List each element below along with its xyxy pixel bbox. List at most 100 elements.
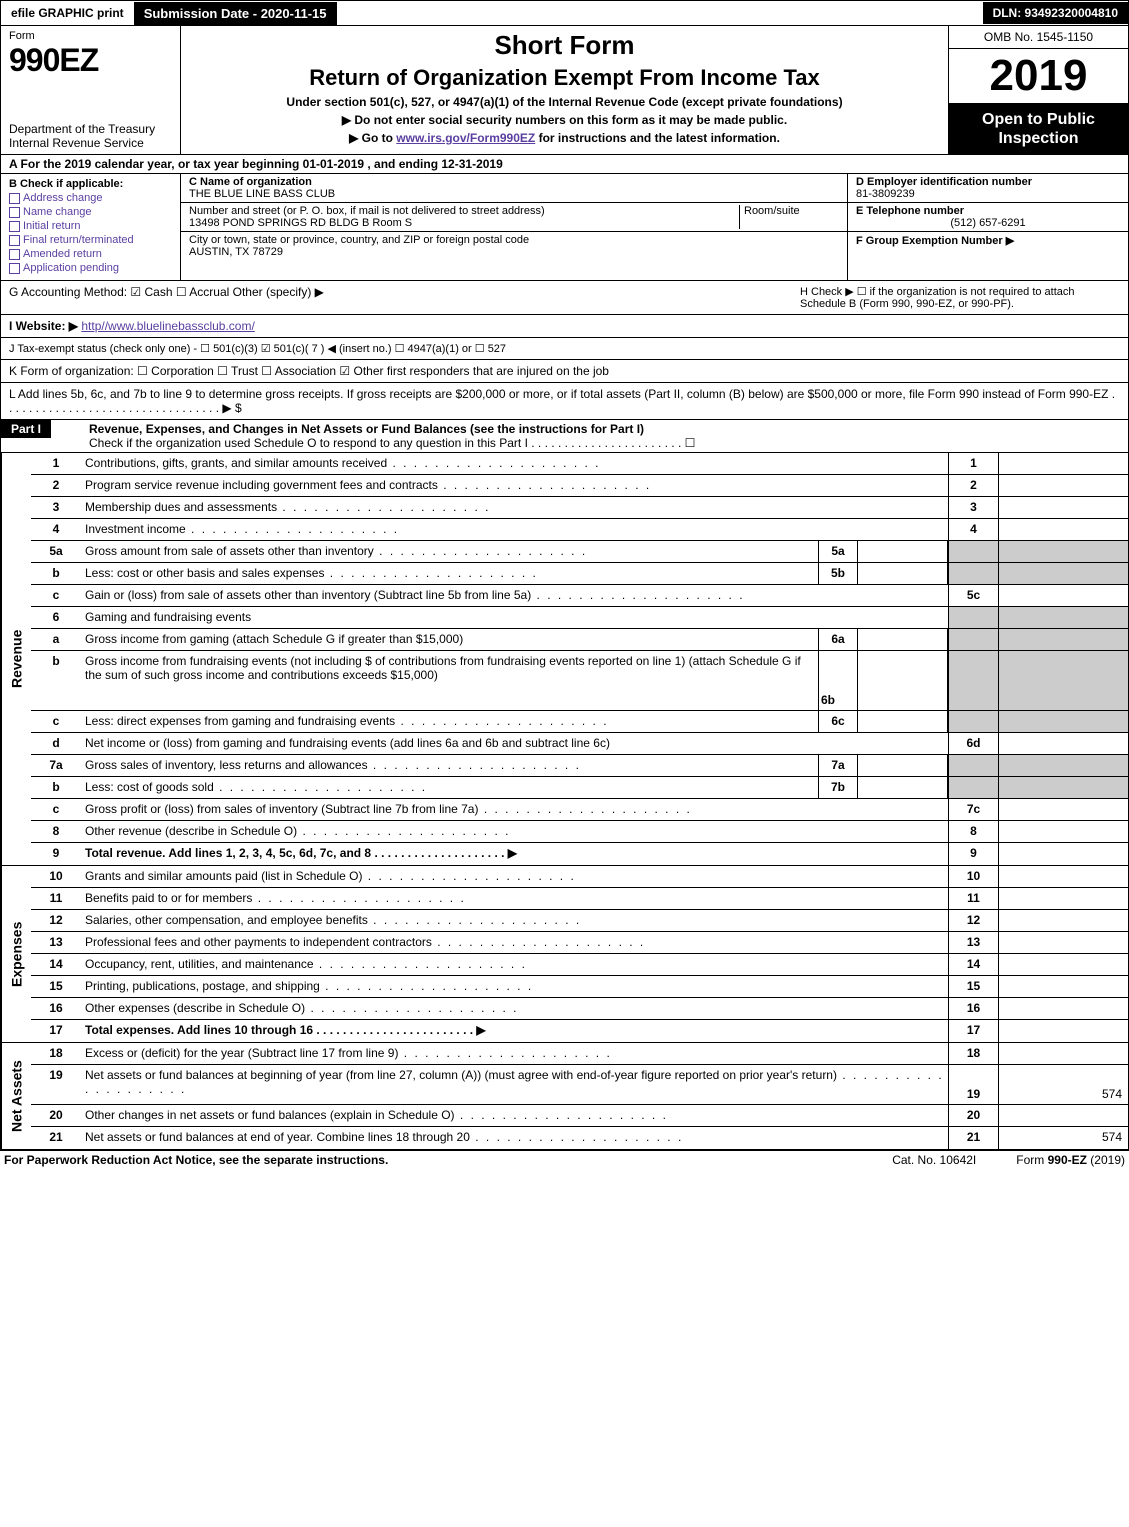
note-ssn: ▶ Do not enter social security numbers o…	[189, 113, 940, 127]
tax-period: A For the 2019 calendar year, or tax yea…	[0, 155, 1129, 174]
line-3: 3Membership dues and assessments3	[31, 497, 1128, 519]
form-number: 990EZ	[9, 42, 172, 79]
part1-header: Part I Revenue, Expenses, and Changes in…	[0, 420, 1129, 453]
line-7c: cGross profit or (loss) from sales of in…	[31, 799, 1128, 821]
expenses-group: Expenses 10Grants and similar amounts pa…	[1, 866, 1128, 1043]
page-footer: For Paperwork Reduction Act Notice, see …	[0, 1151, 1129, 1169]
section-c: C Name of organization THE BLUE LINE BAS…	[181, 174, 848, 280]
section-b: B Check if applicable: Address change Na…	[1, 174, 181, 280]
group-exemption-label: F Group Exemption Number ▶	[856, 235, 1014, 247]
tax-exempt-status: J Tax-exempt status (check only one) - ☐…	[0, 338, 1129, 360]
form-label: Form	[9, 30, 172, 42]
cb-name-change[interactable]: Name change	[9, 206, 172, 218]
org-address: 13498 POND SPRINGS RD BLDG B Room S	[189, 217, 412, 229]
website-label: I Website: ▶	[9, 319, 78, 333]
line-5c: cGain or (loss) from sale of assets othe…	[31, 585, 1128, 607]
header-center: Short Form Return of Organization Exempt…	[181, 26, 948, 154]
website-link[interactable]: http//www.bluelinebassclub.com/	[81, 319, 254, 333]
line-10: 10Grants and similar amounts paid (list …	[31, 866, 1128, 888]
line-7b: bLess: cost of goods sold7b	[31, 777, 1128, 799]
open-inspection: Open to Public Inspection	[949, 104, 1128, 154]
cb-amended-return[interactable]: Amended return	[9, 248, 172, 260]
schedule-b-check: H Check ▶ ☐ if the organization is not r…	[800, 285, 1120, 310]
section-d: D Employer identification number 81-3809…	[848, 174, 1128, 280]
omb-number: OMB No. 1545-1150	[949, 26, 1128, 49]
row-website: I Website: ▶ http//www.bluelinebassclub.…	[0, 315, 1129, 338]
line-4: 4Investment income4	[31, 519, 1128, 541]
line-18: 18Excess or (deficit) for the year (Subt…	[31, 1043, 1128, 1065]
subtitle: Under section 501(c), 527, or 4947(a)(1)…	[189, 95, 940, 109]
part1-title: Revenue, Expenses, and Changes in Net As…	[89, 422, 644, 436]
org-name: THE BLUE LINE BASS CLUB	[189, 188, 335, 200]
ein-value: 81-3809239	[856, 188, 915, 200]
line-20: 20Other changes in net assets or fund ba…	[31, 1105, 1128, 1127]
dln: DLN: 93492320004810	[983, 2, 1128, 24]
header-left: Form 990EZ Department of the Treasury In…	[1, 26, 181, 154]
dept-treasury: Department of the Treasury	[9, 122, 172, 136]
org-city: AUSTIN, TX 78729	[189, 246, 283, 258]
cb-application-pending[interactable]: Application pending	[9, 262, 172, 274]
part1-tag: Part I	[1, 420, 51, 438]
irs-label: Internal Revenue Service	[9, 136, 172, 150]
line-5a: 5aGross amount from sale of assets other…	[31, 541, 1128, 563]
gross-receipts-note: L Add lines 5b, 6c, and 7b to line 9 to …	[0, 383, 1129, 420]
part1-check: Check if the organization used Schedule …	[89, 436, 695, 450]
part1-table: Revenue 1Contributions, gifts, grants, a…	[0, 453, 1129, 1151]
info-block: B Check if applicable: Address change Na…	[0, 174, 1129, 281]
room-suite-label: Room/suite	[739, 205, 839, 229]
line-1: 1Contributions, gifts, grants, and simil…	[31, 453, 1128, 475]
net-assets-side-label: Net Assets	[1, 1043, 31, 1149]
note-link: ▶ Go to www.irs.gov/Form990EZ for instru…	[189, 131, 940, 145]
line-6b: bGross income from fundraising events (n…	[31, 651, 1128, 711]
form-of-organization: K Form of organization: ☐ Corporation ☐ …	[0, 360, 1129, 383]
header-right: OMB No. 1545-1150 2019 Open to Public In…	[948, 26, 1128, 154]
line-6a: aGross income from gaming (attach Schedu…	[31, 629, 1128, 651]
line-6: 6Gaming and fundraising events	[31, 607, 1128, 629]
line-2: 2Program service revenue including gover…	[31, 475, 1128, 497]
line-15: 15Printing, publications, postage, and s…	[31, 976, 1128, 998]
line-14: 14Occupancy, rent, utilities, and mainte…	[31, 954, 1128, 976]
line-8: 8Other revenue (describe in Schedule O)8	[31, 821, 1128, 843]
revenue-group: Revenue 1Contributions, gifts, grants, a…	[1, 453, 1128, 866]
line-6d: dNet income or (loss) from gaming and fu…	[31, 733, 1128, 755]
top-bar: efile GRAPHIC print Submission Date - 20…	[0, 0, 1129, 26]
net-assets-group: Net Assets 18Excess or (deficit) for the…	[1, 1043, 1128, 1151]
form-ref: Form 990-EZ (2019)	[1016, 1153, 1125, 1167]
irs-link[interactable]: www.irs.gov/Form990EZ	[396, 131, 535, 145]
cb-address-change[interactable]: Address change	[9, 192, 172, 204]
line-19: 19Net assets or fund balances at beginni…	[31, 1065, 1128, 1105]
tax-year: 2019	[949, 49, 1128, 104]
revenue-side-label: Revenue	[1, 453, 31, 865]
row-gh: G Accounting Method: ☑ Cash ☐ Accrual Ot…	[0, 281, 1129, 315]
line-9: 9Total revenue. Add lines 1, 2, 3, 4, 5c…	[31, 843, 1128, 865]
short-form-title: Short Form	[189, 30, 940, 61]
accounting-method: G Accounting Method: ☑ Cash ☐ Accrual Ot…	[9, 285, 800, 310]
line-13: 13Professional fees and other payments t…	[31, 932, 1128, 954]
efile-print-button[interactable]: efile GRAPHIC print	[1, 2, 134, 24]
paperwork-notice: For Paperwork Reduction Act Notice, see …	[4, 1153, 388, 1167]
cb-initial-return[interactable]: Initial return	[9, 220, 172, 232]
c-addr-label: Number and street (or P. O. box, if mail…	[189, 205, 545, 217]
expenses-side-label: Expenses	[1, 866, 31, 1042]
line-5b: bLess: cost or other basis and sales exp…	[31, 563, 1128, 585]
b-label: B Check if applicable:	[9, 178, 123, 190]
line-17: 17Total expenses. Add lines 10 through 1…	[31, 1020, 1128, 1042]
phone-value: (512) 657-6291	[856, 217, 1120, 229]
note-link-pre: ▶ Go to	[349, 131, 396, 145]
return-title: Return of Organization Exempt From Incom…	[189, 65, 940, 91]
cat-number: Cat. No. 10642I	[892, 1153, 976, 1167]
line-21: 21Net assets or fund balances at end of …	[31, 1127, 1128, 1149]
c-city-label: City or town, state or province, country…	[189, 234, 529, 246]
phone-label: E Telephone number	[856, 205, 964, 217]
line-12: 12Salaries, other compensation, and empl…	[31, 910, 1128, 932]
c-name-label: C Name of organization	[189, 176, 312, 188]
submission-date: Submission Date - 2020-11-15	[134, 2, 338, 25]
line-6c: cLess: direct expenses from gaming and f…	[31, 711, 1128, 733]
ein-label: D Employer identification number	[856, 176, 1032, 188]
line-16: 16Other expenses (describe in Schedule O…	[31, 998, 1128, 1020]
form-header: Form 990EZ Department of the Treasury In…	[0, 26, 1129, 155]
line-11: 11Benefits paid to or for members11	[31, 888, 1128, 910]
note-link-post: for instructions and the latest informat…	[535, 131, 780, 145]
cb-final-return[interactable]: Final return/terminated	[9, 234, 172, 246]
line-7a: 7aGross sales of inventory, less returns…	[31, 755, 1128, 777]
